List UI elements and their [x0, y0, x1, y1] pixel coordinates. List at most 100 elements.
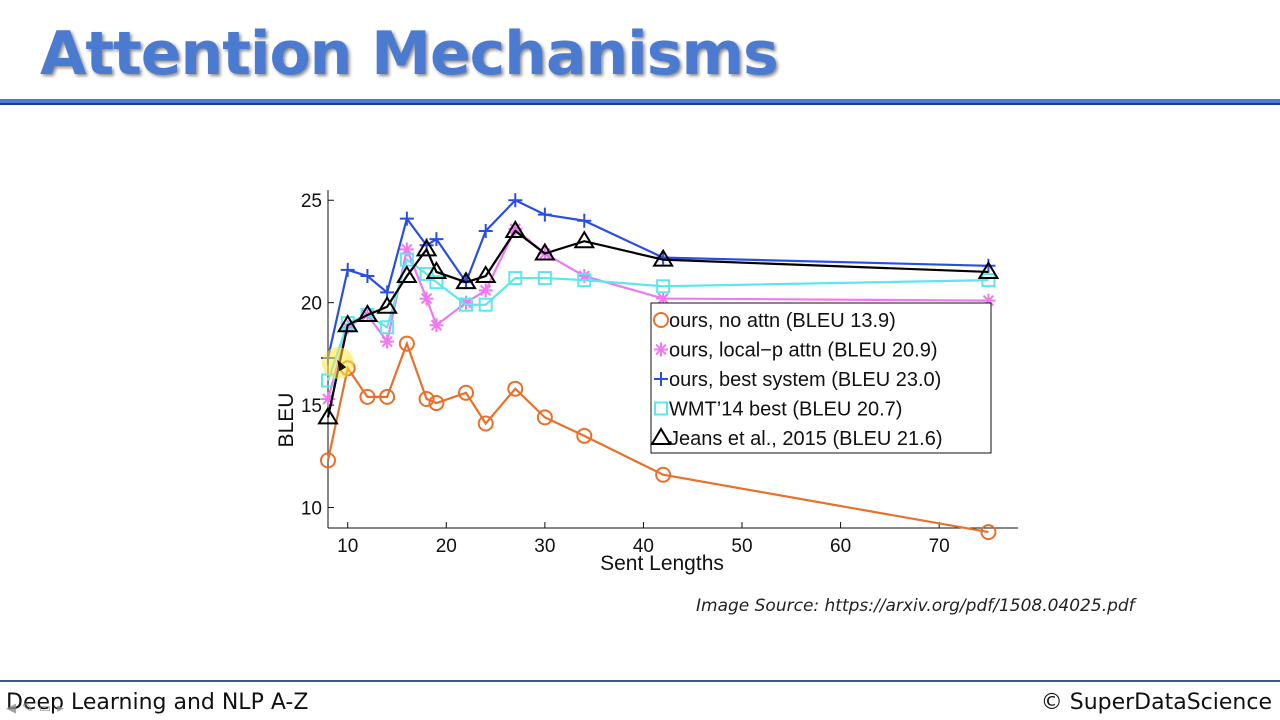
- data-point: [981, 273, 996, 288]
- data-point: [577, 213, 592, 228]
- y-tick-label: 10: [301, 499, 322, 520]
- data-point: [654, 372, 668, 386]
- series-line: [321, 252, 996, 388]
- y-tick-label: 20: [301, 294, 322, 315]
- data-point: [577, 273, 592, 288]
- data-point: [577, 269, 592, 284]
- data-point: [320, 452, 336, 469]
- data-point: [656, 291, 671, 306]
- slide-nav-controls[interactable]: ◀ ✎ ▭ ▸: [6, 700, 64, 716]
- data-point: [356, 304, 379, 322]
- data-point: [399, 242, 414, 257]
- data-point: [359, 388, 376, 405]
- data-point: [399, 211, 414, 226]
- data-point: [419, 291, 434, 306]
- data-point: [573, 230, 596, 249]
- data-point: [380, 334, 395, 349]
- data-point: [655, 466, 672, 483]
- data-point: [980, 524, 997, 541]
- y-tick-label: 15: [301, 396, 322, 417]
- x-tick-label: 30: [534, 536, 555, 557]
- next-slide-icon[interactable]: ▸: [57, 700, 64, 715]
- data-point: [455, 271, 477, 290]
- data-point: [425, 260, 448, 279]
- data-point: [474, 265, 497, 284]
- data-point: [508, 221, 523, 236]
- data-point: [536, 409, 553, 426]
- data-point: [504, 220, 527, 238]
- data-point: [650, 427, 672, 445]
- data-point: [398, 335, 415, 352]
- data-point: [317, 406, 339, 425]
- series-path: [326, 198, 989, 359]
- data-point: [652, 248, 674, 267]
- data-point: [380, 320, 395, 335]
- axes: 10 20 30 40 50 60 70 10 15 20 25: [301, 190, 1018, 557]
- legend-label: Jeans et al., 2015 (BLEU 21.6): [669, 428, 943, 450]
- data-point: [340, 262, 355, 277]
- data-point: [654, 401, 668, 416]
- data-point: [396, 265, 418, 284]
- data-point: [478, 297, 493, 312]
- data-point: [537, 207, 552, 222]
- data-point: [477, 415, 494, 432]
- data-point: [478, 283, 493, 298]
- data-point: [654, 342, 668, 357]
- data-point: [478, 223, 493, 238]
- legend-entry: ours, local−p attn (BLEU 20.9): [654, 340, 937, 362]
- bleu-line-chart: 10 20 30 40 50 60 70 10 15 20 25 ours, no attn (BL…: [275, 190, 1018, 575]
- data-point: [459, 297, 473, 312]
- x-tick-label: 60: [830, 536, 851, 557]
- data-point: [429, 232, 444, 247]
- data-point: [360, 269, 375, 284]
- data-point: [977, 260, 1000, 279]
- x-tick-label: 20: [436, 536, 457, 557]
- chart-legend: ours, no attn (BLEU 13.9) ours, local−p a…: [650, 302, 992, 454]
- x-tick-label: 40: [633, 536, 654, 557]
- slides-icon[interactable]: ▭: [38, 700, 52, 715]
- data-point: [376, 295, 398, 314]
- data-point: [508, 193, 523, 208]
- legend-label: ours, no attn (BLEU 13.9): [669, 310, 896, 332]
- pen-icon[interactable]: ✎: [22, 700, 33, 715]
- image-source-caption: Image Source: https://arxiv.org/pdf/1508…: [696, 596, 1135, 616]
- slide-title: Attention Mechanisms: [40, 19, 779, 89]
- y-axis-label: BLEU: [275, 393, 298, 448]
- data-point: [321, 391, 335, 406]
- x-tick-label: 50: [731, 536, 752, 557]
- pointer-highlight: [322, 347, 354, 379]
- data-point: [508, 271, 523, 286]
- legend-box: [650, 302, 992, 454]
- data-point: [459, 295, 473, 310]
- x-tick-label: 70: [929, 536, 950, 557]
- x-axis-label: Sent Lengths: [600, 552, 724, 575]
- legend-label: WMT’14 best (BLEU 20.7): [669, 399, 902, 421]
- data-point: [429, 275, 444, 290]
- data-point: [419, 266, 434, 281]
- data-point: [415, 238, 438, 257]
- data-point: [429, 318, 444, 333]
- legend-label: ours, best system (BLEU 23.0): [669, 369, 941, 391]
- series-line: [317, 220, 1000, 425]
- legend-entry: WMT’14 best (BLEU 20.7): [654, 399, 902, 421]
- series-layer: [317, 193, 1000, 541]
- data-point: [379, 388, 396, 405]
- data-point: [537, 271, 552, 286]
- data-point: [428, 395, 445, 412]
- data-point: [576, 427, 593, 444]
- data-point: [653, 312, 669, 328]
- course-name: Deep Learning and NLP A-Z: [6, 690, 309, 715]
- data-point: [656, 279, 671, 294]
- legend-entry: ours, best system (BLEU 23.0): [654, 369, 941, 391]
- data-point: [981, 293, 996, 308]
- data-point: [336, 314, 359, 333]
- data-point: [418, 390, 435, 407]
- prev-slide-icon[interactable]: ◀: [6, 700, 16, 715]
- legend-entry: Jeans et al., 2015 (BLEU 21.6): [650, 427, 943, 450]
- y-tick-label: 25: [301, 191, 322, 212]
- title-divider: [0, 99, 1280, 105]
- data-point: [458, 384, 474, 401]
- data-point: [507, 380, 524, 397]
- x-tick-label: 10: [337, 536, 358, 557]
- footer-divider: [0, 680, 1280, 682]
